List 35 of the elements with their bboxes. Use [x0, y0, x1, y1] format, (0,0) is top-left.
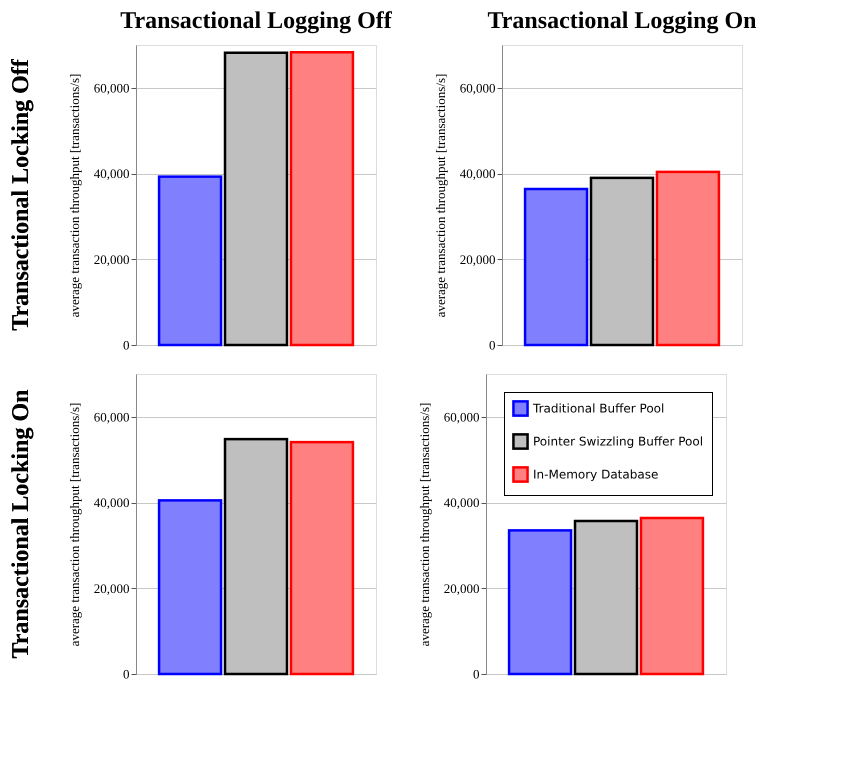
- y-tick-label: 0: [123, 338, 130, 352]
- y-tick-label: 0: [473, 666, 480, 682]
- y-tick-label: 20,000: [94, 580, 130, 596]
- y-axis-title: average transaction throughput [transactions/s]: [432, 74, 448, 318]
- y-tick-label: 0: [123, 666, 130, 682]
- y-tick-label: 40,000: [94, 166, 130, 182]
- bar: [290, 51, 354, 346]
- bar: [158, 175, 222, 346]
- y-tick-label: 60,000: [94, 409, 130, 424]
- y-tick-label: 40,000: [460, 166, 496, 182]
- legend-label: Pointer Swizzling Buffer Pool: [533, 434, 704, 448]
- bar: [656, 170, 720, 346]
- y-tick-label: 0: [489, 338, 496, 352]
- chart-title: Transactional Logging Off: [120, 8, 393, 34]
- y-tick-label: 40,000: [94, 495, 130, 510]
- y-tick-label: 60,000: [444, 409, 480, 424]
- text: Transactional Locking Off: [8, 58, 34, 331]
- y-tick-label: 20,000: [94, 252, 130, 267]
- y-tick-label: 20,000: [444, 580, 480, 596]
- y-tick-label: 20,000: [460, 252, 496, 267]
- y-axis-title: average transaction throughput [transactions/s]: [416, 402, 432, 646]
- y-axis-title: average transaction throughput [transactions/s]: [66, 74, 82, 318]
- bar: [640, 516, 704, 676]
- bar: [508, 529, 572, 676]
- y-tick-label: 60,000: [94, 80, 130, 96]
- y-tick-label: 60,000: [460, 80, 496, 96]
- y-tick-label: 40,000: [444, 495, 480, 510]
- bar: [524, 188, 588, 346]
- legend-label: Traditional Buffer Pool: [532, 402, 664, 416]
- bar: [158, 499, 222, 676]
- text: Transactional Locking On: [8, 390, 34, 658]
- chart-title: Transactional Logging On: [488, 8, 756, 34]
- y-axis-title: average transaction throughput [transactions/s]: [66, 402, 82, 646]
- legend-label: In-Memory Database: [533, 468, 658, 482]
- bar: [290, 440, 354, 676]
